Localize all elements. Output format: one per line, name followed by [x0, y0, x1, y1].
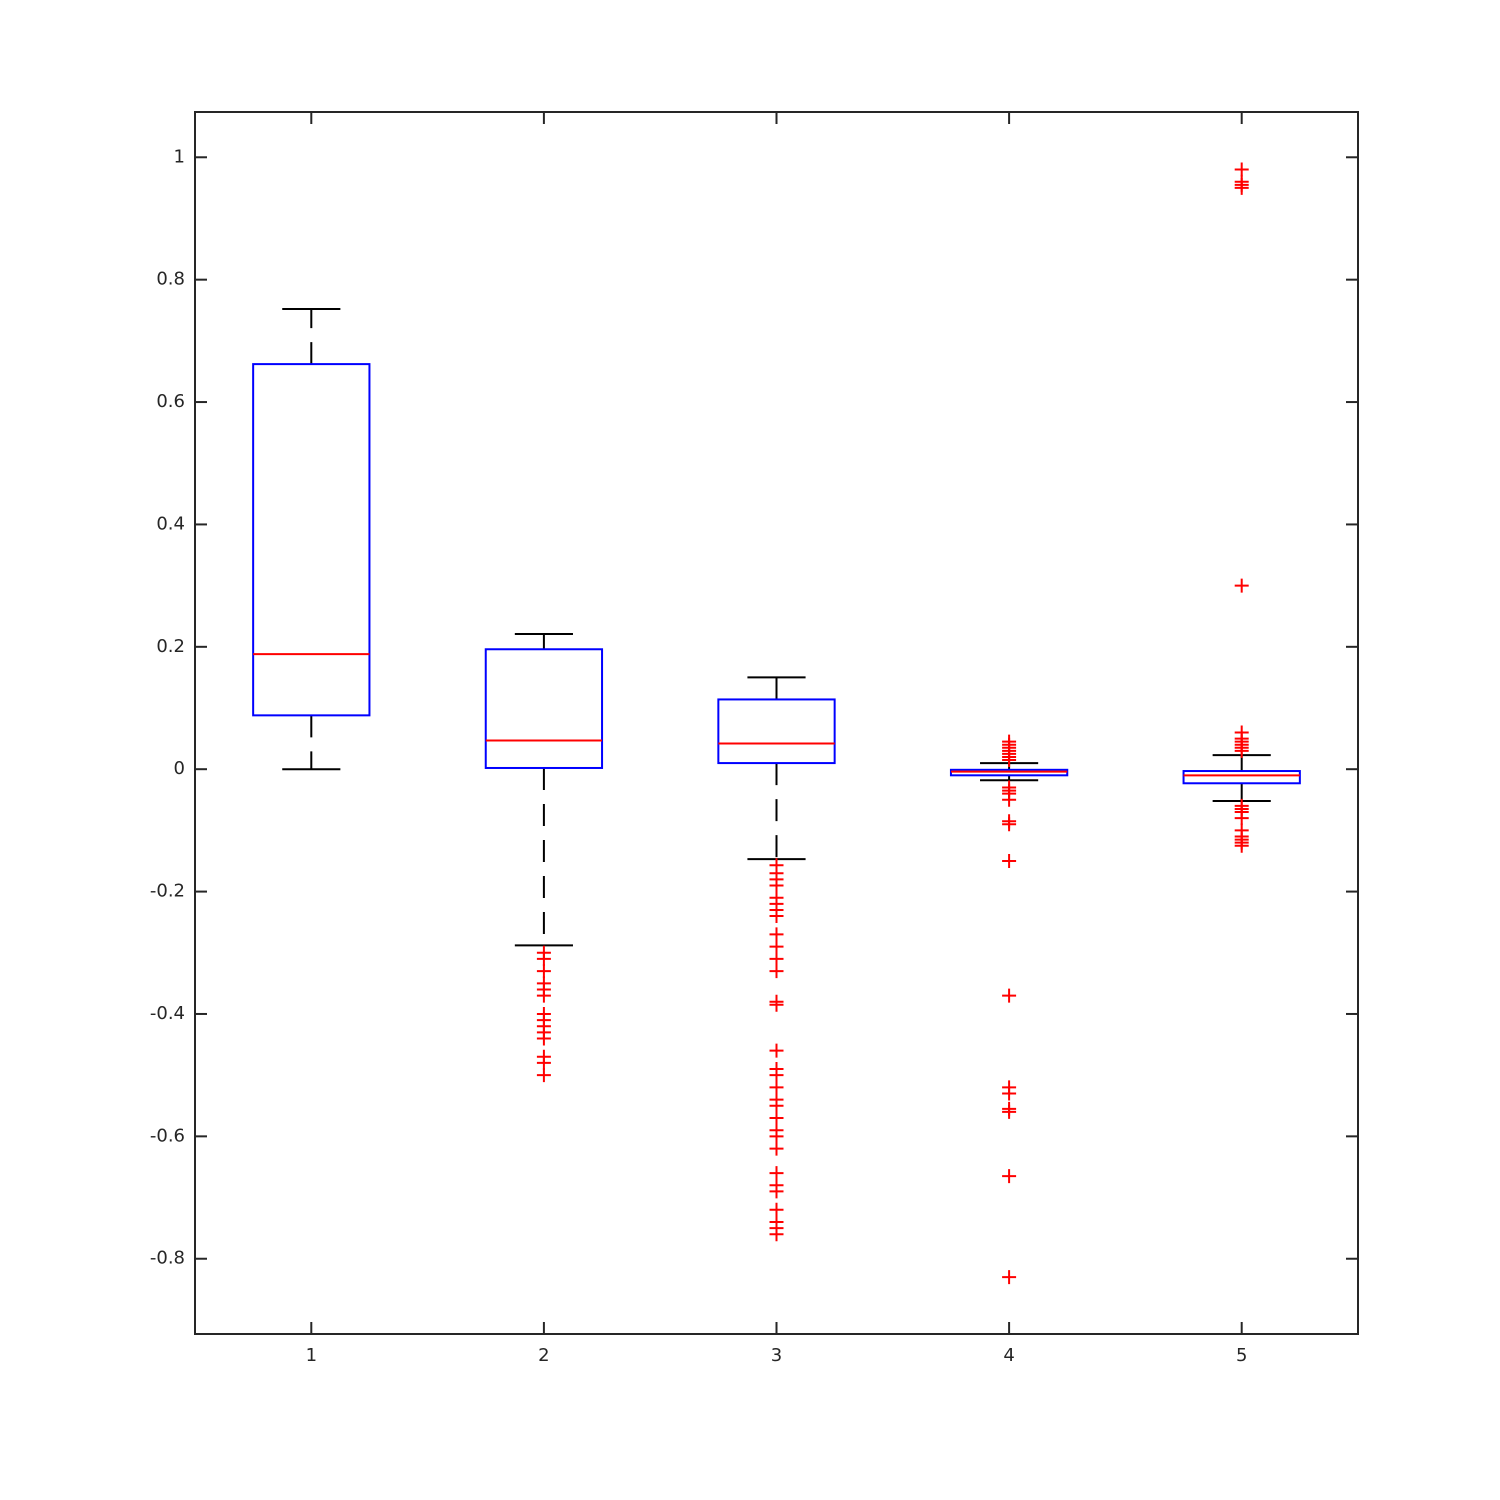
y-tick-label: 0	[174, 758, 185, 779]
x-tick-label: 5	[1236, 1345, 1247, 1366]
outlier	[769, 939, 784, 954]
y-tick-label: -0.8	[150, 1248, 185, 1269]
outlier	[769, 1141, 784, 1156]
outlier	[769, 997, 784, 1012]
outlier	[769, 1227, 784, 1242]
y-tick-label: -0.4	[150, 1003, 185, 1024]
outlier	[1002, 792, 1017, 807]
outlier	[1002, 1086, 1017, 1101]
outlier	[769, 1129, 784, 1144]
plot-frame	[194, 111, 1359, 1335]
outlier	[1234, 838, 1249, 853]
outlier	[1002, 1104, 1017, 1119]
outlier	[536, 1068, 551, 1083]
x-tick-label: 2	[538, 1345, 549, 1366]
outlier	[769, 1043, 784, 1058]
outlier	[769, 1202, 784, 1217]
outlier	[1234, 162, 1249, 177]
x-tick-label: 3	[771, 1345, 782, 1366]
outlier	[1234, 743, 1249, 758]
y-tick-label: 0.2	[156, 636, 185, 657]
outlier	[769, 927, 784, 942]
outlier	[769, 1080, 784, 1095]
outlier	[1002, 988, 1017, 1003]
outlier	[536, 1031, 551, 1046]
outlier	[1234, 811, 1249, 826]
x-tick-label: 4	[1003, 1345, 1014, 1366]
box	[252, 363, 371, 717]
outlier	[769, 878, 784, 893]
outlier	[769, 909, 784, 924]
y-tick-label: 0.4	[156, 513, 185, 534]
outlier	[536, 1055, 551, 1070]
outlier	[769, 964, 784, 979]
box	[484, 648, 604, 769]
outlier	[1002, 817, 1017, 832]
outlier	[769, 951, 784, 966]
outlier	[769, 1098, 784, 1113]
outlier	[769, 1068, 784, 1083]
outlier	[769, 1166, 784, 1181]
outlier	[1234, 180, 1249, 195]
outlier	[769, 1110, 784, 1125]
outlier	[536, 951, 551, 966]
y-tick-label: 0.6	[156, 391, 185, 412]
y-tick-label: 1	[174, 146, 185, 167]
outlier	[1002, 1270, 1017, 1285]
box	[717, 698, 836, 765]
y-tick-label: -0.2	[150, 881, 185, 902]
outlier	[536, 964, 551, 979]
x-tick-label: 1	[306, 1345, 317, 1366]
outlier	[769, 1184, 784, 1199]
y-tick-label: 0.8	[156, 269, 185, 290]
outlier	[536, 988, 551, 1003]
outlier	[1002, 753, 1017, 768]
box	[1182, 770, 1301, 785]
outlier	[1234, 578, 1249, 593]
outlier	[1002, 853, 1017, 868]
outlier	[1002, 1169, 1017, 1184]
y-tick-label: -0.6	[150, 1125, 185, 1146]
